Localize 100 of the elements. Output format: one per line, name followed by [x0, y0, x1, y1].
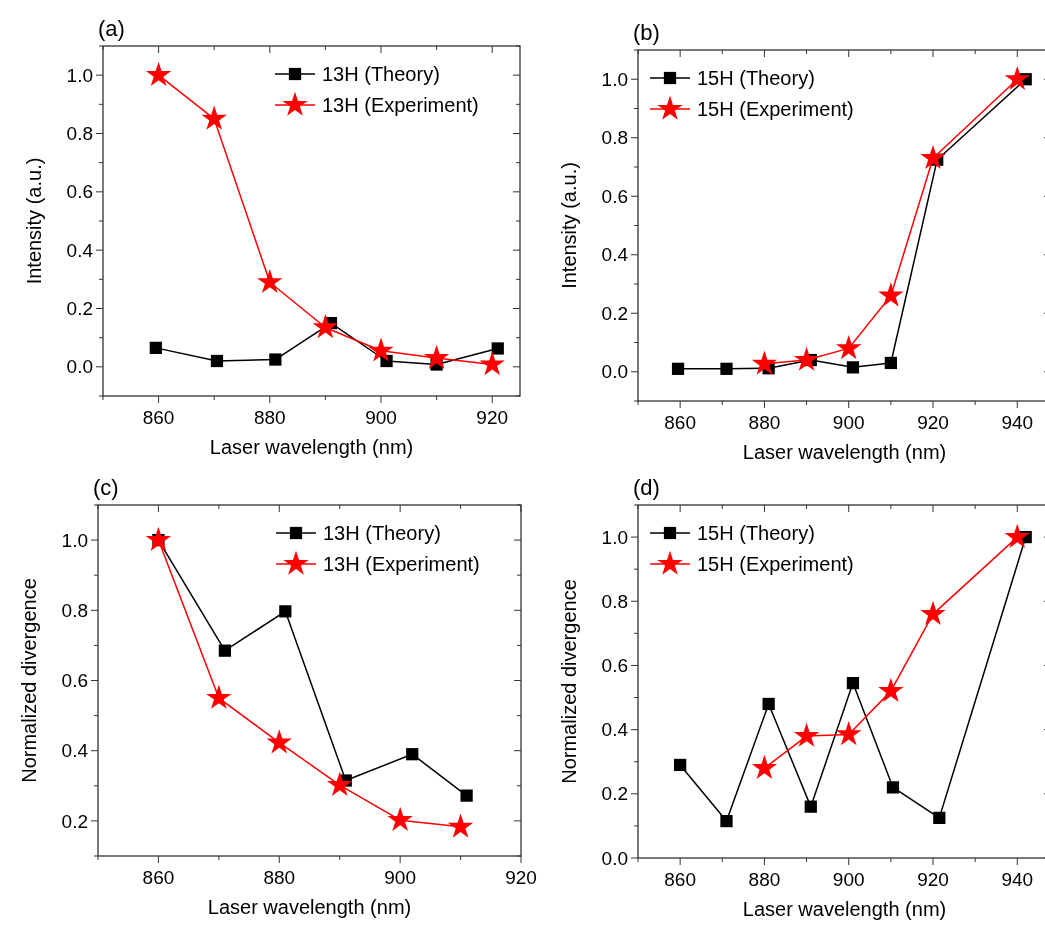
x-tick-label: 860 [664, 412, 696, 433]
point [762, 697, 775, 711]
point [671, 362, 685, 375]
y-tick-label: 0.2 [601, 302, 628, 324]
point [846, 676, 860, 690]
point [793, 722, 820, 747]
point [1004, 65, 1030, 91]
text: 0.0 [66, 356, 93, 378]
point [312, 314, 339, 339]
point [387, 806, 413, 831]
x-tick-label: 900 [832, 412, 865, 433]
text: 0.0 [601, 361, 628, 383]
point [804, 800, 817, 813]
x-tick-label: 880 [253, 407, 286, 428]
point [145, 61, 172, 86]
x-tick-label: 860 [142, 407, 175, 428]
point [368, 337, 394, 362]
y-tick-label: 0.4 [601, 719, 629, 741]
x-tick-label: 920 [917, 869, 949, 890]
text: 1.0 [66, 64, 93, 86]
x-tick-label: 880 [263, 867, 296, 888]
y-tick-label: 0.6 [601, 185, 628, 207]
chart-title: (a) [98, 16, 125, 41]
y-tick-label: 0.2 [66, 298, 93, 320]
y-axis-title: Intensity (a.u.) [558, 162, 580, 289]
point [878, 282, 904, 307]
point [218, 644, 232, 657]
x-axis-title: Laser wavelength (nm) [742, 441, 947, 463]
x-tick-label: 920 [505, 867, 537, 888]
chart-title: (c) [93, 475, 119, 500]
text: 1.0 [601, 526, 628, 548]
y-tick-label: 0.4 [601, 244, 629, 266]
point [201, 105, 227, 130]
y-tick-label: 0.4 [61, 740, 89, 762]
legend-label: 15H (Experiment) [697, 553, 854, 575]
x-axis-title: Laser wavelength (nm) [209, 436, 414, 458]
y-tick-label: 0.8 [601, 127, 628, 149]
x-tick-label: 900 [384, 867, 416, 888]
y-tick-label: 0.6 [601, 655, 628, 677]
x-tick-label: 900 [832, 869, 865, 890]
x-tick-label: 940 [1001, 412, 1034, 433]
x-axis-title: Laser wavelength (nm) [742, 898, 947, 920]
text: 1.0 [61, 529, 88, 551]
x-tick-label: 920 [917, 412, 949, 433]
point [793, 346, 820, 371]
point [279, 605, 292, 618]
x-tick-label: 880 [748, 412, 781, 433]
point [206, 684, 232, 709]
point [884, 356, 897, 370]
point [447, 813, 474, 838]
chart-title: (b) [633, 20, 660, 45]
x-tick-label: 920 [476, 407, 509, 428]
x-tick-label: 860 [142, 867, 175, 888]
point [149, 341, 162, 354]
point [266, 729, 292, 754]
text: 0.0 [601, 847, 628, 869]
point [886, 781, 900, 794]
point [674, 758, 687, 772]
legend-label: 13H (Experiment) [323, 553, 480, 575]
legend-label: 15H (Theory) [697, 522, 815, 544]
y-axis-title: Normalized divergence [558, 579, 580, 784]
x-axis-title: Laser wavelength (nm) [207, 896, 412, 918]
y-tick-label: 0.8 [61, 599, 88, 621]
point [257, 268, 283, 294]
point [479, 351, 505, 376]
point [145, 526, 172, 551]
text: 1.0 [601, 68, 628, 90]
legend-label: 15H (Theory) [697, 67, 815, 89]
point [1004, 523, 1030, 548]
y-tick-label: 0.4 [66, 239, 94, 261]
point [210, 354, 224, 368]
legend-label: 13H (Theory) [323, 522, 441, 544]
point [751, 754, 778, 779]
point [933, 811, 946, 825]
point [751, 350, 778, 375]
chart-title: (d) [633, 475, 660, 500]
point [920, 600, 946, 625]
y-axis-title: Normalized divergence [18, 578, 40, 783]
y-axis-title: Intensity (a.u.) [23, 157, 45, 285]
point [491, 342, 504, 355]
x-tick-label: 940 [1001, 869, 1034, 890]
legend-label: 13H (Experiment) [322, 94, 479, 116]
y-tick-label: 0.2 [61, 810, 88, 832]
x-tick-label: 880 [748, 869, 781, 890]
legend-label: 13H (Theory) [322, 63, 440, 85]
point [327, 771, 353, 796]
point [836, 721, 862, 746]
point [406, 748, 419, 761]
point [423, 344, 450, 369]
y-tick-label: 0.6 [61, 670, 88, 692]
point [720, 814, 733, 828]
point [836, 335, 862, 360]
point [269, 353, 282, 366]
point [846, 361, 860, 374]
point [460, 789, 473, 802]
x-tick-label: 860 [664, 869, 696, 890]
point [878, 677, 904, 702]
y-tick-label: 0.8 [601, 590, 628, 612]
point [920, 144, 946, 170]
x-tick-label: 900 [365, 407, 397, 428]
